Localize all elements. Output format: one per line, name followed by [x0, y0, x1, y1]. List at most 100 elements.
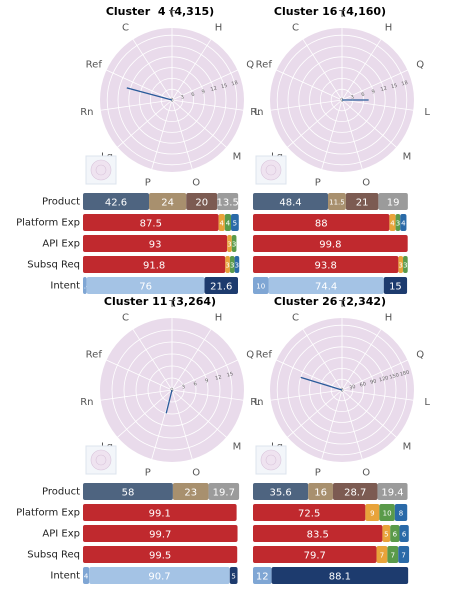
bar-segment — [345, 193, 379, 210]
bar-segment — [400, 214, 407, 231]
polar-axis-label: L — [254, 107, 260, 118]
segment-label: 7 — [391, 552, 395, 560]
polar-tick-label: 0 — [170, 97, 175, 104]
polar-ring — [149, 78, 194, 123]
polar-spoke — [321, 389, 343, 460]
polar-axis-label: H — [385, 23, 393, 34]
bar-segment — [399, 525, 409, 542]
polar-axis-label: T — [168, 299, 176, 310]
segment-label: 20 — [195, 198, 208, 209]
bar-segment — [253, 546, 377, 563]
polar-tick-label: 6 — [191, 92, 196, 99]
polar-spoke — [171, 39, 212, 101]
bar-segment — [231, 214, 239, 231]
polar-vector — [165, 389, 173, 414]
segment-label: 58 — [122, 488, 135, 499]
bar-segment — [379, 504, 395, 521]
polar-ring — [276, 324, 408, 456]
polar-axis-label: H — [215, 23, 223, 34]
polar-axis-label: Q — [416, 59, 424, 70]
segment-label: 74.4 — [315, 282, 337, 293]
segment-label: 23 — [184, 488, 197, 499]
bar-segment — [403, 256, 408, 273]
polar-spoke — [341, 69, 408, 101]
bar-segment — [83, 193, 150, 210]
bar-segment — [83, 483, 173, 500]
row-label: Intent — [50, 571, 80, 582]
polar-tick-label: 3 — [181, 384, 186, 391]
polar-spoke — [341, 99, 363, 170]
bar-segment — [218, 214, 225, 231]
segment-label: 2.4 — [79, 283, 91, 291]
bar-segment — [83, 546, 238, 563]
bar-segment — [328, 193, 346, 210]
polar-tick-label: 0 — [340, 387, 345, 394]
segment-label: 3 — [235, 262, 239, 270]
segment-label: 6 — [402, 531, 407, 539]
polar-tick-label: 12 — [380, 86, 388, 93]
bar-segment — [271, 567, 409, 584]
segment-label: 3 — [403, 262, 407, 270]
segment-label: 5 — [231, 573, 235, 581]
polar-spoke — [270, 99, 343, 111]
segment-label: 4 — [219, 220, 224, 228]
segment-label: 93 — [149, 240, 162, 251]
bar-segment — [253, 483, 309, 500]
polar-ring — [298, 56, 386, 144]
polar-tick-label: 120 — [378, 375, 389, 383]
polar-spoke — [270, 389, 343, 401]
polar-axis-label: Q — [246, 59, 254, 70]
polar-axis-label: C — [122, 313, 129, 324]
bar-segment — [398, 256, 404, 273]
segment-label: 24 — [161, 198, 174, 209]
row-label: API Exp — [42, 529, 80, 540]
polar-tick-label: 18 — [231, 80, 239, 87]
polar-tick-label: 9 — [371, 89, 376, 96]
segment-label: 4 — [401, 220, 406, 228]
polar-vector — [300, 376, 343, 391]
segment-label: 8 — [399, 510, 403, 518]
panel-title: Cluster 11 (3,264) — [104, 295, 216, 308]
inset-circle — [90, 159, 112, 181]
segment-label: 10 — [256, 283, 265, 291]
polar-axis-label: P — [315, 468, 321, 479]
segment-label: 12 — [256, 572, 269, 583]
segment-label: 6 — [393, 531, 398, 539]
polar-ring — [111, 329, 233, 451]
polar-ring — [147, 365, 197, 415]
bar-segment — [253, 256, 399, 273]
segment-label: 72.5 — [298, 509, 320, 520]
segment-label: 4 — [226, 220, 231, 228]
polar-axis-label: P — [315, 178, 321, 189]
polar-spoke — [341, 389, 414, 401]
segment-label: 4 — [84, 573, 89, 581]
polar-axis-label: M — [233, 151, 242, 162]
bar-segment — [208, 483, 240, 500]
polar-spoke — [302, 329, 343, 391]
segment-label: 3 — [396, 220, 400, 228]
segment-label: 13.5 — [217, 198, 239, 209]
bar-segment — [253, 525, 383, 542]
bar-segment — [332, 483, 378, 500]
segment-label: 3 — [227, 241, 231, 249]
segment-label: 5 — [384, 531, 388, 539]
segment-label: 88.1 — [329, 572, 351, 583]
segment-label: 99.1 — [149, 509, 171, 520]
polar-ring — [330, 378, 354, 402]
segment-label: 19.4 — [381, 488, 403, 499]
segment-label: 15 — [389, 282, 402, 293]
polar-spoke — [276, 69, 343, 101]
polar-spoke — [341, 329, 382, 391]
polar-axis-label: C — [292, 23, 299, 34]
polar-spoke — [287, 389, 343, 438]
polar-axis-label: H — [385, 313, 393, 324]
row-label: Product — [42, 487, 80, 498]
polar-tick-label: 15 — [390, 83, 398, 90]
segment-label: 79.7 — [304, 551, 326, 562]
bar-segment — [83, 277, 87, 294]
polar-spoke — [100, 99, 173, 111]
polar-axis-label: Ref — [86, 349, 103, 360]
polar-axis-label: Rn — [250, 107, 263, 118]
segment-label: 83.5 — [307, 530, 329, 541]
polar-axis-label: P — [145, 178, 151, 189]
